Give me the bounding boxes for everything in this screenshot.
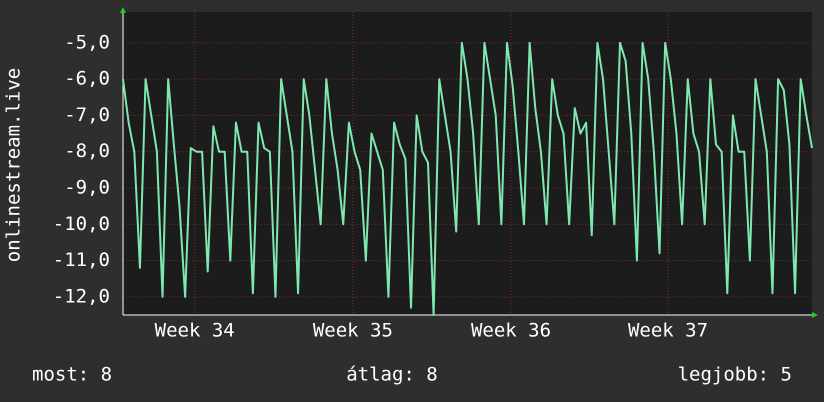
plot-area xyxy=(123,12,812,315)
footer-stat: átlag: 8 xyxy=(346,364,438,386)
y-tick-label: -11,0 xyxy=(53,249,110,271)
footer-stat: legjobb: 5 xyxy=(678,364,792,386)
y-axis-label: onlinestream.live xyxy=(3,68,25,262)
x-tick-label: Week 34 xyxy=(155,320,235,342)
y-tick-label: -8,0 xyxy=(64,140,110,162)
y-tick-label: -7,0 xyxy=(64,104,110,126)
footer-stat: most: 8 xyxy=(32,364,112,386)
axis-arrow xyxy=(812,312,818,318)
y-tick-label: -12,0 xyxy=(53,285,110,307)
y-tick-label: -10,0 xyxy=(53,213,110,235)
x-tick-label: Week 36 xyxy=(471,320,551,342)
y-tick-label: -5,0 xyxy=(64,31,110,53)
y-tick-label: -6,0 xyxy=(64,68,110,90)
axis-arrow xyxy=(120,7,126,13)
y-tick-label: -9,0 xyxy=(64,176,110,198)
x-tick-label: Week 37 xyxy=(628,320,708,342)
line xyxy=(122,41,813,316)
x-tick-label: Week 35 xyxy=(313,320,393,342)
